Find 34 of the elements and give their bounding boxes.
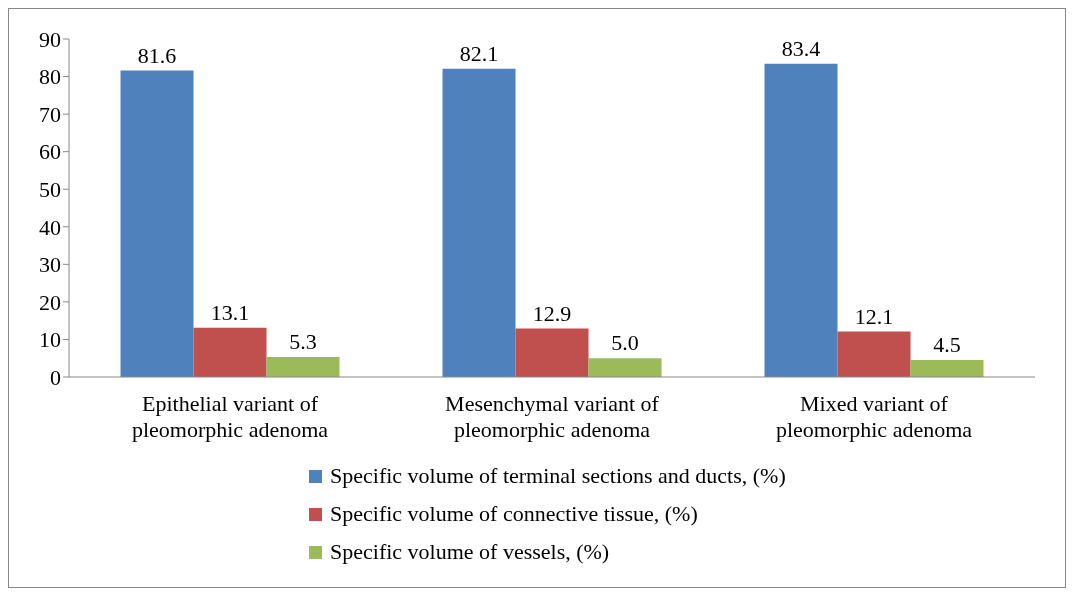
bar <box>764 63 838 377</box>
bar <box>120 70 194 377</box>
bar <box>910 360 984 377</box>
data-label: 4.5 <box>933 332 961 358</box>
legend-label: Specific volume of connective tissue, (%) <box>330 501 698 527</box>
data-label: 5.3 <box>289 329 317 355</box>
data-label: 81.6 <box>137 42 177 68</box>
y-tick-label: 10 <box>39 327 61 353</box>
y-tick-label: 80 <box>39 64 61 90</box>
x-tick-label: Mesenchymal variant of pleomorphic adenoma <box>445 391 660 442</box>
y-tick-label: 50 <box>39 177 61 203</box>
y-tick-label: 30 <box>39 252 61 278</box>
data-label: 12.9 <box>532 300 572 326</box>
data-label: 5.0 <box>611 330 639 356</box>
legend-label: Specific volume of terminal sections and ducts, (%) <box>330 463 786 489</box>
bar <box>266 357 340 377</box>
bar <box>193 327 267 377</box>
bar <box>837 331 911 377</box>
data-label: 83.4 <box>781 35 821 61</box>
data-label: 13.1 <box>210 299 250 325</box>
y-tick-label: 90 <box>39 26 61 52</box>
x-tick-label: Epithelial variant of pleomorphic adenoma <box>131 391 329 442</box>
bar <box>515 328 589 377</box>
x-tick-label: Mixed variant of pleomorphic adenoma <box>775 391 973 442</box>
y-tick-label: 40 <box>39 214 61 240</box>
data-label: 82.1 <box>459 40 499 66</box>
bar <box>442 68 516 377</box>
y-tick-label: 70 <box>39 101 61 127</box>
y-tick-label: 60 <box>39 139 61 165</box>
y-tick-label: 20 <box>39 289 61 315</box>
y-tick-label: 0 <box>50 364 61 390</box>
bar <box>588 358 662 377</box>
data-label: 12.1 <box>854 303 894 329</box>
legend-label: Specific volume of vessels, (%) <box>330 539 610 565</box>
